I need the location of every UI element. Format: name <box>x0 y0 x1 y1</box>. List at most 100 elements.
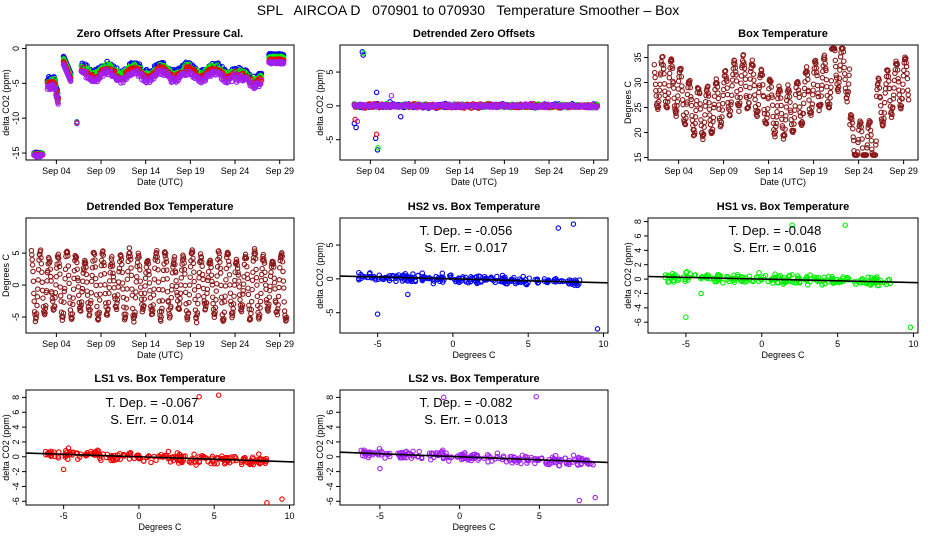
data-point <box>55 255 62 261</box>
data-point <box>764 106 771 112</box>
data-point <box>711 101 717 108</box>
data-point <box>114 297 121 303</box>
data-point <box>261 258 267 264</box>
y-tick-label: 5 <box>11 251 21 256</box>
data-point <box>876 85 883 91</box>
data-point <box>119 269 125 276</box>
data-point <box>694 97 700 104</box>
data-point <box>828 78 835 84</box>
data-point <box>784 93 790 100</box>
data-point <box>764 115 770 121</box>
y-tick-label: 6 <box>325 410 335 415</box>
data-point <box>146 271 152 278</box>
data-point <box>905 92 911 98</box>
data-point <box>58 298 64 304</box>
data-point <box>741 65 748 72</box>
data-point <box>812 57 819 64</box>
y-tick-label: -2 <box>325 468 335 476</box>
data-point <box>236 278 242 284</box>
data-point <box>772 128 779 135</box>
data-point <box>258 290 264 297</box>
y-tick-label: -4 <box>325 482 335 490</box>
data-point <box>859 136 865 142</box>
chart-zero: Zero Offsets After Pressure Cal.Sep 04 Se… <box>1 28 295 187</box>
data-point <box>93 292 100 298</box>
data-point <box>52 290 59 296</box>
data-point <box>209 278 215 285</box>
data-point <box>262 276 269 283</box>
x-axis-label: Degrees C <box>452 350 496 360</box>
data-point <box>729 83 735 89</box>
data-point <box>195 300 201 307</box>
series-hs1 <box>351 50 601 151</box>
data-point <box>792 107 798 113</box>
data-point <box>61 299 67 305</box>
data-point <box>840 45 846 52</box>
data-point <box>716 106 722 112</box>
data-point <box>684 99 690 105</box>
data-point <box>721 80 727 86</box>
data-point <box>359 49 366 55</box>
data-point <box>177 295 183 302</box>
data-point <box>788 121 795 128</box>
data-point <box>831 45 838 52</box>
data-point <box>229 312 236 318</box>
data-point <box>193 456 200 463</box>
y-axis-label: delta CO2 (ppm) <box>1 414 11 481</box>
data-point <box>858 128 865 135</box>
data-point <box>777 88 784 94</box>
data-point <box>162 250 169 257</box>
data-point <box>455 104 461 110</box>
data-point <box>182 289 189 296</box>
data-point <box>39 152 46 158</box>
data-point <box>725 274 732 280</box>
data-point <box>664 104 671 111</box>
data-point <box>651 61 658 68</box>
data-point <box>186 282 193 288</box>
data-point <box>675 93 681 99</box>
data-point <box>109 260 115 266</box>
series-hs1 <box>662 222 914 331</box>
data-point <box>142 283 148 289</box>
data-point <box>65 253 71 259</box>
y-tick-label: 4 <box>633 248 643 253</box>
data-point <box>652 74 658 81</box>
data-point <box>207 260 214 267</box>
data-point <box>592 494 598 501</box>
data-point <box>207 257 214 264</box>
data-point <box>221 309 228 316</box>
data-point <box>850 126 856 132</box>
data-point <box>119 280 126 286</box>
data-point <box>701 119 708 126</box>
data-point <box>257 298 264 305</box>
data-point <box>889 111 895 118</box>
x-tick-label: 10 <box>284 511 294 521</box>
x-tick-label: 10 <box>598 339 608 349</box>
data-point <box>31 290 37 297</box>
data-point <box>146 280 153 286</box>
y-axis-label: delta CO2 (ppm) <box>623 242 633 309</box>
data-point <box>256 311 263 318</box>
data-point <box>237 297 243 303</box>
data-point <box>217 270 224 276</box>
data-point <box>393 273 399 279</box>
data-point <box>675 78 682 85</box>
data-point <box>755 108 761 114</box>
data-point <box>683 269 689 276</box>
data-point <box>837 67 843 73</box>
data-point <box>671 279 677 285</box>
data-point <box>465 279 472 286</box>
data-point <box>254 293 261 300</box>
plot-area <box>340 393 608 504</box>
data-point <box>678 73 685 80</box>
data-point <box>666 74 673 81</box>
data-point <box>225 258 232 265</box>
data-point <box>731 58 738 64</box>
data-point <box>118 256 125 263</box>
data-point <box>904 70 910 77</box>
data-point <box>140 73 147 79</box>
data-point <box>532 460 538 467</box>
data-point <box>240 281 247 287</box>
data-point <box>718 122 724 128</box>
data-point <box>660 53 666 60</box>
